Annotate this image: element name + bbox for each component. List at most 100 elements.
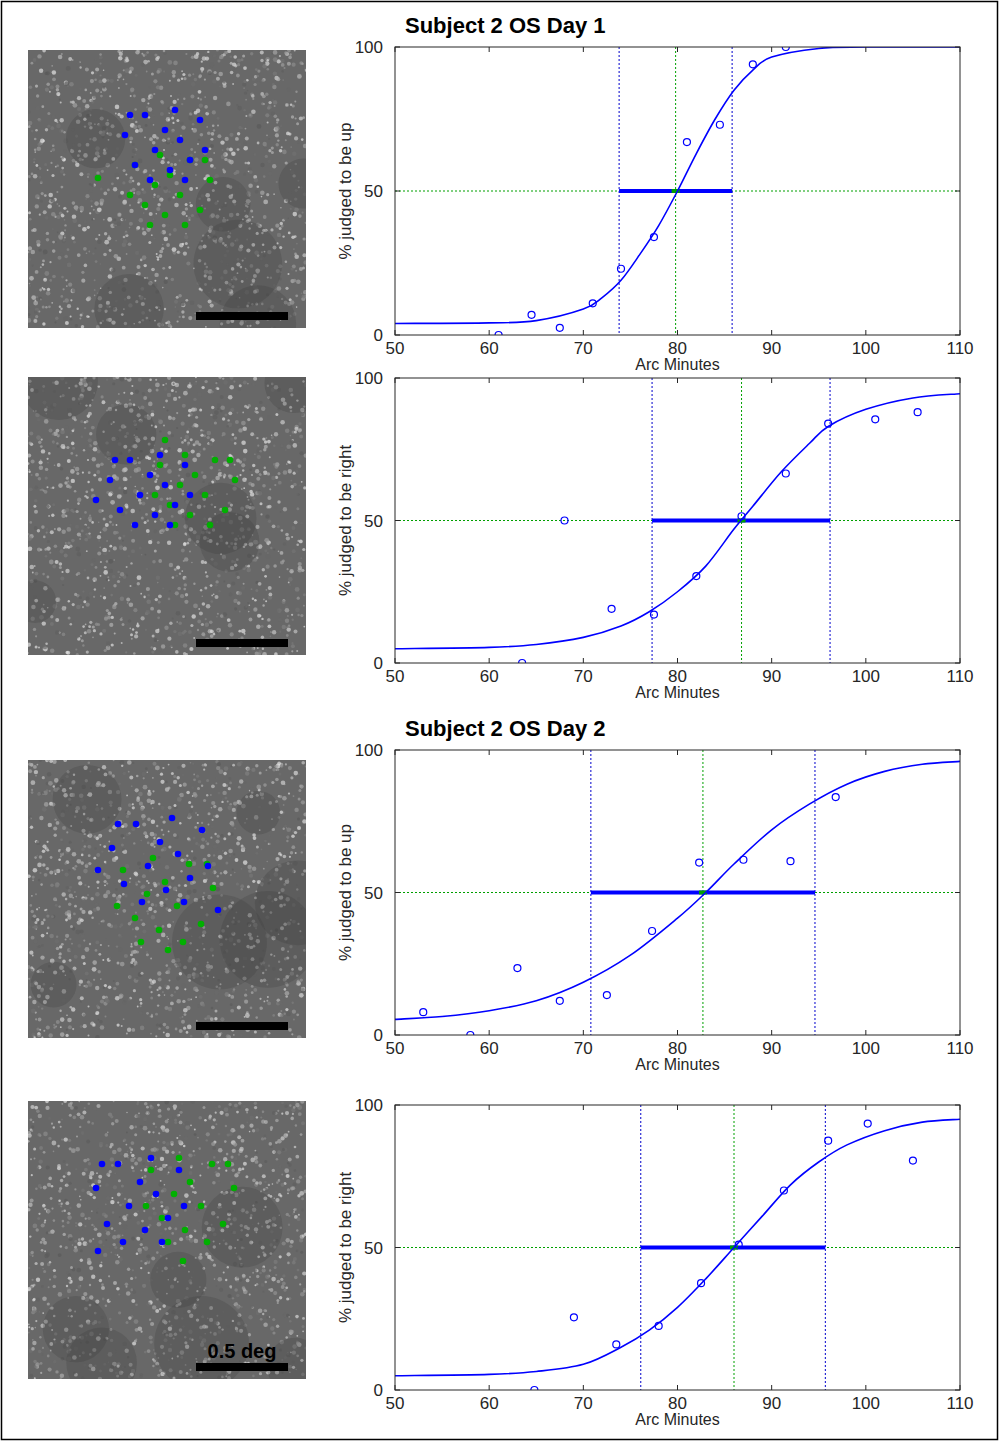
texture-dot	[205, 623, 209, 627]
texture-dot	[144, 137, 146, 139]
texture-dot	[56, 191, 58, 193]
texture-dot	[29, 442, 32, 445]
texture-shade	[279, 159, 307, 209]
texture-dot	[292, 619, 294, 621]
texture-dot	[186, 261, 190, 265]
texture-dot	[120, 191, 124, 195]
texture-dot	[210, 164, 214, 168]
texture	[28, 50, 306, 328]
texture-dot	[215, 584, 218, 587]
texture-dot	[64, 255, 68, 259]
texture-dot	[157, 195, 160, 198]
texture-dot	[262, 568, 265, 571]
texture-dot	[57, 445, 59, 447]
texture-dot	[149, 174, 151, 176]
texture-dot	[129, 180, 133, 184]
texture-dot	[211, 479, 216, 484]
texture-dot	[152, 169, 155, 172]
texture-dot	[156, 253, 158, 255]
texture-dot	[100, 263, 102, 265]
texture-dot	[56, 164, 59, 167]
gaze-dot	[142, 112, 149, 119]
texture-dot	[92, 577, 97, 582]
texture-dot	[118, 195, 122, 199]
data-point	[650, 234, 657, 241]
texture-dot	[93, 95, 96, 98]
texture-dot	[123, 534, 126, 537]
texture-dot	[257, 614, 261, 618]
texture-dot	[273, 100, 277, 104]
texture-dot	[117, 79, 119, 81]
texture-dot	[139, 502, 142, 505]
texture-dot	[139, 218, 144, 223]
texture-dot	[163, 71, 165, 73]
texture-dot	[190, 95, 194, 99]
retina-image	[28, 377, 306, 655]
texture-dot	[129, 603, 134, 608]
texture-dot	[35, 635, 37, 637]
texture-dot	[245, 128, 247, 130]
texture-dot	[99, 80, 103, 84]
texture-dot	[270, 228, 273, 231]
texture-dot	[61, 186, 64, 189]
texture-dot	[162, 224, 166, 228]
texture-dot	[51, 65, 53, 67]
texture-dot	[265, 93, 268, 96]
texture-dot	[148, 94, 153, 99]
texture-dot	[294, 101, 296, 103]
texture-dot	[276, 181, 278, 183]
texture-dot	[45, 468, 48, 471]
texture-dot	[188, 116, 193, 121]
texture-dot	[109, 249, 112, 252]
texture-dot	[166, 224, 170, 228]
texture-dot	[151, 73, 154, 76]
texture-dot	[195, 163, 198, 166]
texture-dot	[197, 304, 200, 307]
texture-dot	[268, 586, 272, 590]
texture-dot	[122, 200, 127, 205]
texture-dot	[181, 173, 183, 175]
texture-dot	[185, 53, 187, 55]
texture-dot	[123, 79, 125, 81]
texture-dot	[45, 642, 48, 645]
texture-dot	[84, 538, 88, 542]
gaze-dot	[202, 147, 209, 154]
texture-dot	[182, 316, 185, 319]
texture-dot	[194, 111, 198, 115]
texture-dot	[69, 523, 72, 526]
texture-dot	[235, 420, 239, 424]
texture-dot	[202, 602, 206, 606]
texture-dot	[237, 148, 240, 151]
texture-dot	[191, 214, 194, 217]
texture-dot	[168, 324, 172, 328]
texture-dot	[298, 214, 302, 218]
texture-dot	[180, 122, 184, 126]
texture-dot	[60, 467, 64, 471]
texture-dot	[291, 480, 293, 482]
texture-dot	[274, 115, 278, 119]
texture-dot	[88, 316, 90, 318]
texture-dot	[243, 87, 245, 89]
texture-dot	[230, 55, 233, 58]
texture-dot	[46, 546, 50, 550]
texture-dot	[169, 233, 172, 236]
texture-dot	[220, 395, 224, 399]
texture-dot	[77, 308, 79, 310]
texture-dot	[160, 200, 162, 202]
texture-dot	[153, 194, 155, 196]
texture-dot	[123, 239, 127, 243]
texture-dot	[302, 253, 306, 257]
texture-dot	[61, 167, 64, 170]
texture-dot	[237, 576, 240, 579]
texture-dot	[35, 204, 39, 208]
texture-dot	[216, 50, 219, 52]
texture-dot	[88, 471, 91, 474]
texture-dot	[61, 276, 64, 279]
texture-dot	[218, 60, 221, 63]
figure: 5060708090100110050100Arc Minutes% judge…	[0, 0, 999, 1441]
texture-dot	[201, 623, 204, 626]
gaze-dot	[182, 177, 189, 184]
texture-dot	[82, 99, 86, 103]
texture-dot	[200, 98, 202, 100]
texture-dot	[223, 81, 226, 84]
